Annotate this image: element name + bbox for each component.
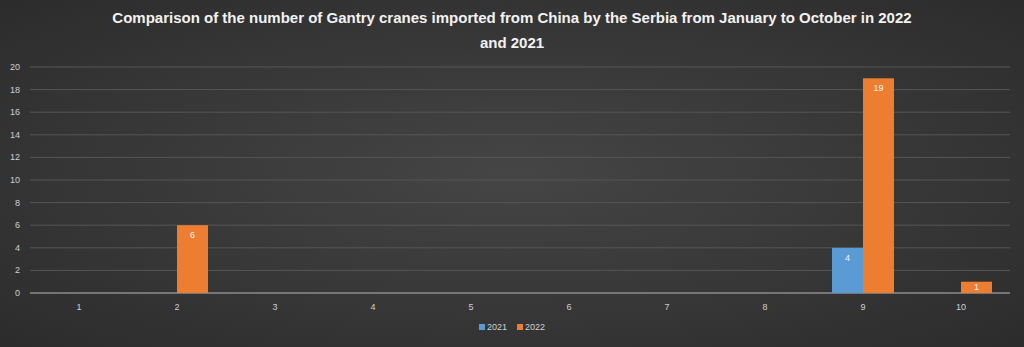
y-tick-label: 18	[10, 85, 20, 95]
grid	[30, 67, 1010, 293]
bar	[961, 282, 992, 293]
x-tick-label: 1	[76, 302, 81, 312]
legend-label: 2021	[487, 322, 507, 332]
legend-swatch	[479, 324, 485, 330]
x-tick-label: 2	[174, 302, 179, 312]
bar	[863, 78, 894, 293]
x-tick-label: 9	[860, 302, 865, 312]
y-tick-label: 20	[10, 62, 20, 72]
y-tick-label: 2	[15, 265, 20, 275]
x-tick-label: 7	[664, 302, 669, 312]
legend-swatch	[517, 324, 523, 330]
title: Comparison of the number of Gantry crane…	[112, 9, 911, 51]
y-tick-label: 6	[15, 220, 20, 230]
legend-label: 2022	[525, 322, 545, 332]
y-tick-label: 12	[10, 152, 20, 162]
data-label: 19	[873, 83, 883, 93]
bar	[177, 225, 208, 293]
x-tick-label: 10	[956, 302, 966, 312]
y-tick-label: 8	[15, 198, 20, 208]
data-label: 4	[845, 253, 850, 263]
y-tick-label: 4	[15, 243, 20, 253]
y-tick-label: 16	[10, 107, 20, 117]
data-labels: 4 6 19 1	[190, 83, 979, 292]
bar	[832, 248, 863, 293]
y-tick-label: 10	[10, 175, 20, 185]
data-label: 6	[190, 230, 195, 240]
x-tick-label: 3	[272, 302, 277, 312]
y-tick-label: 0	[15, 288, 20, 298]
title-line: and 2021	[480, 34, 544, 51]
x-tick-label: 6	[566, 302, 571, 312]
legend: 2021 2022	[479, 322, 545, 332]
x-tick-label: 8	[762, 302, 767, 312]
grid-line	[30, 67, 1010, 68]
background	[0, 0, 1024, 347]
data-label: 1	[974, 282, 979, 292]
bars	[177, 78, 992, 293]
chart: Comparison of the number of Gantry crane…	[0, 0, 1024, 347]
y-tick-label: 14	[10, 130, 20, 140]
x-tick-label: 5	[468, 302, 473, 312]
title-line: Comparison of the number of Gantry crane…	[112, 9, 911, 26]
x-tick-label: 4	[370, 302, 375, 312]
